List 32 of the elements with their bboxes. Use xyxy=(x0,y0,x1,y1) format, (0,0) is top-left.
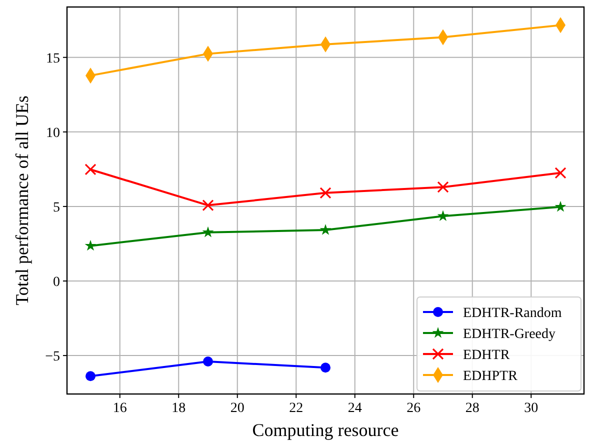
x-tick-label: 30 xyxy=(524,401,538,416)
point xyxy=(320,224,332,235)
point xyxy=(202,199,214,212)
point xyxy=(202,226,214,238)
y-tick-label: 10 xyxy=(46,126,60,141)
y-tick-label: 0 xyxy=(53,275,60,290)
point xyxy=(320,362,330,373)
x-axis-title: Computing resource xyxy=(252,420,399,440)
x-tick-label: 22 xyxy=(289,401,304,416)
point xyxy=(437,181,449,193)
point xyxy=(84,164,96,176)
point xyxy=(437,210,449,222)
legend-label: EDHTR-Random xyxy=(463,306,562,321)
legend-label: EDHPTR xyxy=(463,369,518,384)
y-tick-label: 15 xyxy=(46,51,60,66)
point xyxy=(84,240,96,251)
x-tick-label: 24 xyxy=(348,401,362,416)
y-axis-title: Total performance of all UEs xyxy=(12,96,32,306)
legend-label: EDHTR xyxy=(463,348,510,363)
x-tick-label: 18 xyxy=(172,401,186,416)
x-tick-label: 20 xyxy=(230,401,244,416)
point xyxy=(554,200,566,212)
point xyxy=(320,187,332,199)
y-tick-label: −5 xyxy=(45,350,60,365)
point xyxy=(554,167,566,179)
x-tick-label: 26 xyxy=(406,401,421,416)
point xyxy=(86,371,96,382)
y-tick-label: 5 xyxy=(53,200,60,216)
legend-label: EDHTR-Greedy xyxy=(463,327,556,342)
x-tick-label: 28 xyxy=(465,401,480,416)
x-tick-label: 16 xyxy=(112,401,127,416)
point xyxy=(203,356,213,366)
